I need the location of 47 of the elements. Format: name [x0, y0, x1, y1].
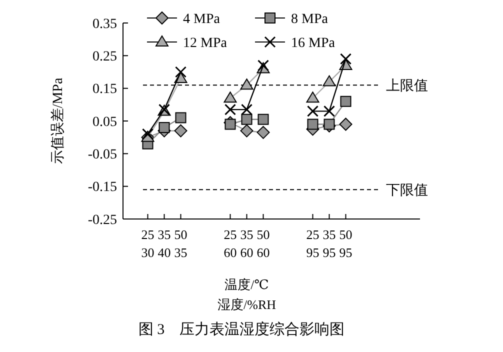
- point: [240, 124, 254, 138]
- y-axis-title: 示值误差/MPa: [50, 77, 66, 164]
- ref-line-label: 下限值: [386, 182, 428, 198]
- x-tick-label: 25 95: [306, 227, 320, 260]
- point: [306, 92, 320, 103]
- x-tick-label: 35 60: [240, 227, 254, 260]
- point: [240, 78, 254, 90]
- x-tick-label: 35 95: [322, 227, 336, 260]
- point: [241, 114, 252, 125]
- y-tick-label: -0.05: [88, 148, 117, 163]
- point: [340, 53, 352, 65]
- point: [241, 104, 252, 116]
- y-tick-label: -0.15: [88, 180, 117, 196]
- point: [324, 105, 335, 117]
- y-tick-label: 0.05: [92, 114, 117, 130]
- y-tick-label: -0.25: [88, 212, 117, 228]
- legend-label: 12 MPa: [183, 36, 228, 51]
- point: [339, 118, 352, 131]
- text: 图 3 压力表温湿度综合影响图: [138, 321, 345, 338]
- point: [175, 112, 186, 124]
- y-tick-label: 0.35: [92, 16, 117, 32]
- point: [175, 66, 186, 78]
- point: [174, 124, 188, 138]
- x-tick-label: 50 60: [256, 227, 270, 260]
- x-tick-label: 50 35: [174, 227, 188, 260]
- legend-label: 4 MPa: [183, 12, 221, 27]
- x-tick-label: 25 60: [224, 227, 237, 260]
- point: [224, 104, 236, 116]
- point: [224, 118, 236, 130]
- point: [307, 105, 318, 117]
- point: [158, 122, 170, 134]
- point: [224, 92, 237, 103]
- x-tick-label: 50 95: [339, 227, 352, 260]
- y-tick-label: 0.25: [92, 50, 117, 65]
- point: [340, 96, 352, 107]
- legend-label: 8 MPa: [291, 12, 329, 27]
- x-tick-label: 25 30: [141, 227, 154, 260]
- point: [258, 114, 269, 125]
- point: [322, 75, 336, 86]
- x-tick-label: 35 40: [158, 227, 171, 260]
- point: [324, 118, 335, 130]
- legend-label: 16 MPa: [291, 36, 336, 51]
- point: [307, 118, 318, 130]
- y-tick-label: 0.15: [92, 82, 117, 98]
- point: [256, 126, 270, 139]
- ref-line-label: 上限值: [386, 78, 428, 94]
- x-axis-title: 温度/℃ 湿度/%RH: [218, 277, 276, 312]
